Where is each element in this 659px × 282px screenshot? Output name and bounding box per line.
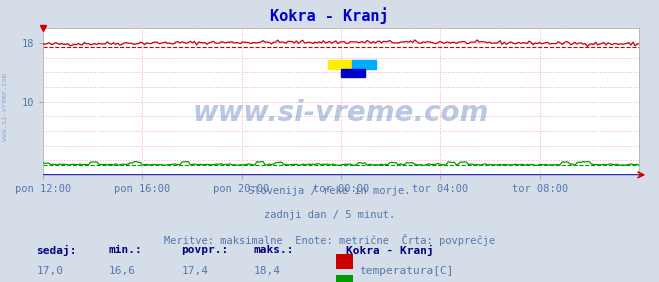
- Text: 18,4: 18,4: [254, 266, 281, 276]
- Text: 17,0: 17,0: [36, 266, 63, 276]
- Bar: [328, 60, 352, 69]
- Text: Slovenija / reke in morje.: Slovenija / reke in morje.: [248, 186, 411, 196]
- Text: Meritve: maksimalne  Enote: metrične  Črta: povprečje: Meritve: maksimalne Enote: metrične Črta…: [164, 234, 495, 246]
- Text: sedaj:: sedaj:: [36, 245, 76, 256]
- Text: min.:: min.:: [109, 245, 142, 255]
- Text: 17,4: 17,4: [181, 266, 208, 276]
- Bar: [341, 69, 366, 77]
- Text: Kokra - Kranj: Kokra - Kranj: [270, 7, 389, 24]
- Text: temperatura[C]: temperatura[C]: [359, 266, 453, 276]
- Text: Kokra - Kranj: Kokra - Kranj: [346, 245, 434, 256]
- Text: zadnji dan / 5 minut.: zadnji dan / 5 minut.: [264, 210, 395, 220]
- Bar: [352, 60, 376, 69]
- Text: www.si-vreme.com: www.si-vreme.com: [2, 73, 9, 141]
- Text: maks.:: maks.:: [254, 245, 294, 255]
- Text: povpr.:: povpr.:: [181, 245, 229, 255]
- Text: 16,6: 16,6: [109, 266, 136, 276]
- Text: www.si-vreme.com: www.si-vreme.com: [193, 99, 489, 127]
